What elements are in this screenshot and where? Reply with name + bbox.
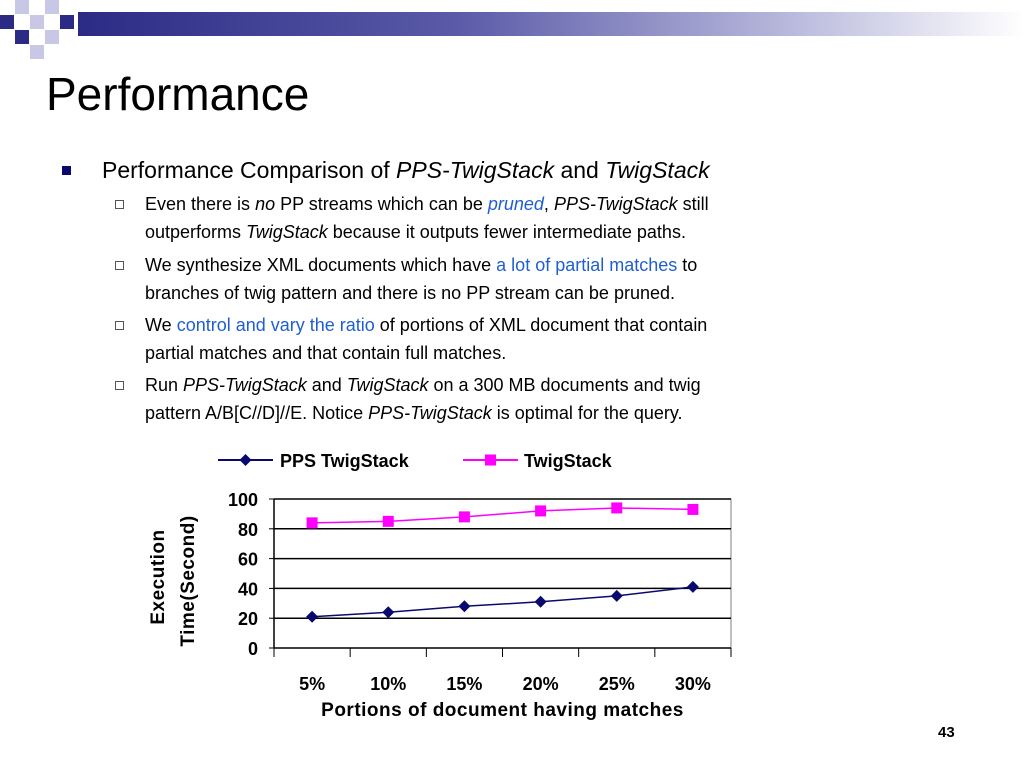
legend-label-2: TwigStack <box>524 451 613 471</box>
subbullet-2: We synthesize XML documents which have a… <box>115 251 905 307</box>
main-bullet-text: Performance Comparison of PPS-TwigStack … <box>102 157 710 183</box>
data-point-series-1 <box>306 610 319 623</box>
square-bullet-icon <box>62 166 71 175</box>
data-point-series-1 <box>610 589 623 602</box>
x-axis-title: Portions of document having matches <box>321 700 684 721</box>
y-tick-label: 0 <box>248 639 258 659</box>
hollow-square-bullet-icon <box>115 381 124 390</box>
data-point-series-2 <box>687 503 699 515</box>
slide-title: Performance <box>46 68 310 120</box>
data-point-series-1 <box>382 606 395 619</box>
data-point-series-2 <box>458 511 470 523</box>
subbullet-3: We control and vary the ratio of portion… <box>115 311 905 367</box>
x-tick-label: 20% <box>523 674 559 694</box>
x-tick-label: 30% <box>675 674 711 694</box>
y-tick-label: 20 <box>238 609 258 629</box>
page-number: 43 <box>938 724 955 741</box>
title-band <box>78 12 1024 36</box>
data-point-series-2 <box>382 515 394 527</box>
hollow-square-bullet-icon <box>115 261 124 270</box>
subbullet-4: Run PPS-TwigStack and TwigStack on a 300… <box>115 371 905 427</box>
data-point-series-1 <box>686 580 699 593</box>
legend-label-1: PPS TwigStack <box>280 451 410 471</box>
x-tick-label: 5% <box>299 674 325 694</box>
data-point-series-1 <box>458 600 471 613</box>
y-tick-label: 60 <box>238 550 258 570</box>
hollow-square-bullet-icon <box>115 200 124 209</box>
y-tick-label: 80 <box>238 520 258 540</box>
series-line-1 <box>312 586 694 618</box>
hollow-square-bullet-icon <box>115 321 124 330</box>
legend-marker-1 <box>239 454 252 466</box>
plot-area <box>273 498 732 649</box>
subbullet-1: Even there is no PP streams which can be… <box>115 190 905 246</box>
data-point-series-2 <box>306 517 318 529</box>
x-tick-label: 10% <box>370 674 406 694</box>
series-line-2 <box>312 507 693 524</box>
legend-marker-2 <box>485 454 496 466</box>
y-axis-title-line1: Execution <box>148 529 169 624</box>
x-tick-label: 25% <box>599 674 635 694</box>
y-axis-title-line2: Time(Second) <box>178 515 199 646</box>
x-tick-label: 15% <box>446 674 482 694</box>
data-point-series-2 <box>535 505 547 517</box>
corner-decoration <box>0 0 74 59</box>
y-tick-label: 40 <box>238 579 258 599</box>
data-point-series-1 <box>534 595 547 608</box>
y-tick-label: 100 <box>228 490 258 510</box>
data-point-series-2 <box>611 502 623 514</box>
